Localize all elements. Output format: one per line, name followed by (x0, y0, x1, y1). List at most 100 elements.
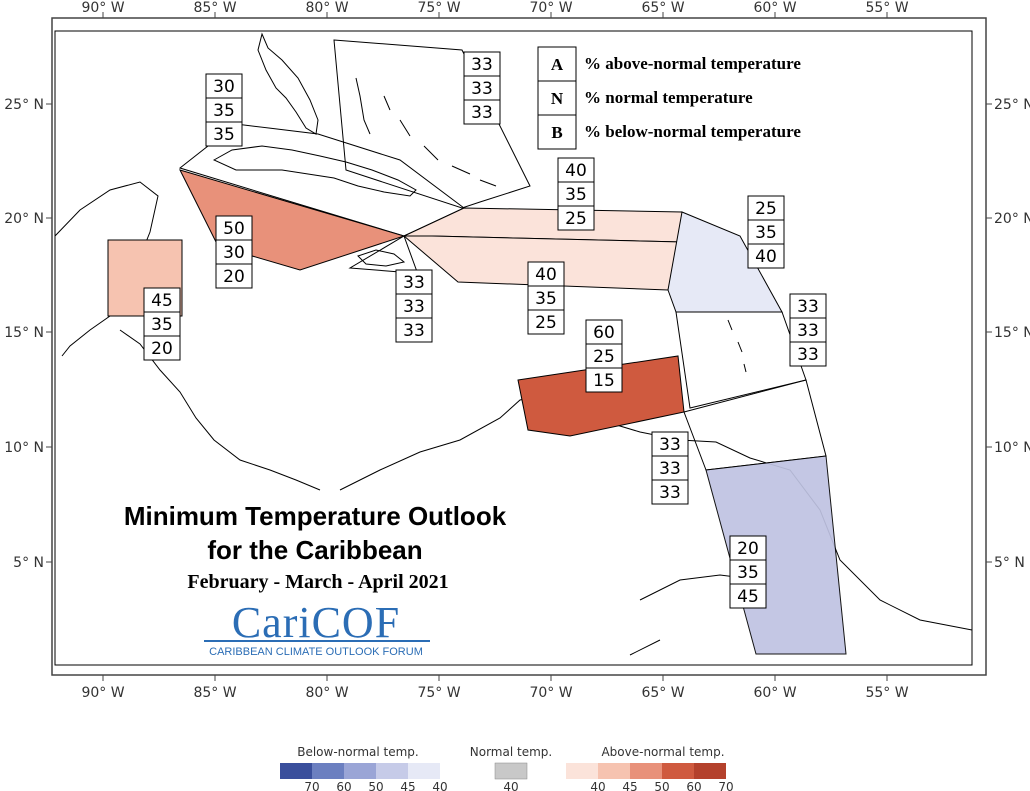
prob-box-stack: 40 35 25 (527, 261, 565, 335)
x-label-60w: 60° W (753, 0, 796, 16)
prob-cell (205, 121, 243, 147)
map-inner-frame (54, 30, 973, 666)
prob-value: 33 (403, 321, 425, 341)
title-block: Minimum Temperature Outlook for the Cari… (124, 501, 507, 593)
prob-box-stack: 45 35 20 (143, 287, 181, 361)
x-label-75w-bottom: 75° W (417, 685, 460, 701)
prob-cell (463, 75, 501, 101)
scale-below-label: Below-normal temp. (297, 745, 419, 759)
x-label-60w-bottom: 60° W (753, 685, 796, 701)
prob-value: 33 (659, 435, 681, 455)
x-label-75w: 75° W (417, 0, 460, 16)
key-letter-b: B (551, 123, 562, 142)
prob-value: 35 (535, 289, 557, 309)
title-background (56, 492, 526, 664)
prob-value: 60 (593, 323, 615, 343)
prob-box-stack: 30 35 35 (205, 73, 243, 147)
scale-swatch (280, 763, 312, 779)
prob-value: 15 (593, 371, 615, 391)
prob-value: 30 (223, 243, 245, 263)
prob-value: 33 (797, 321, 819, 341)
cuba-coast (212, 145, 417, 197)
key-box-n (537, 80, 577, 116)
prob-cell (585, 367, 623, 393)
axis-ticks (46, 12, 992, 681)
y-label-25n: 25° N (4, 97, 44, 113)
region-guianas (705, 455, 847, 655)
title-period: February - March - April 2021 (187, 571, 448, 593)
prob-box-stack: 33 33 33 (651, 431, 689, 505)
prob-box-stack: 33 33 33 (463, 51, 501, 125)
y-label-15n: 15° N (4, 325, 44, 341)
prob-value: 40 (535, 265, 557, 285)
prob-cell (729, 559, 767, 585)
prob-value: 25 (755, 199, 777, 219)
y-label-10n: 10° N (4, 440, 44, 456)
prob-value: 33 (797, 297, 819, 317)
logo-wordmark: CariCOF (232, 598, 400, 647)
prob-box-stack: 20 35 45 (729, 535, 767, 609)
prob-cell (729, 583, 767, 609)
x-label-90w-bottom: 90° W (81, 685, 124, 701)
scale-tick: 45 (400, 780, 415, 791)
scale-swatch (566, 763, 598, 779)
prob-value: 45 (737, 587, 759, 607)
prob-cell (395, 317, 433, 343)
prob-value: 20 (737, 539, 759, 559)
prob-cell (395, 293, 433, 319)
y-label-5n-right: 5° N (994, 555, 1025, 571)
prob-cell (585, 319, 623, 345)
region-windward (675, 311, 807, 409)
key-text-n: % normal temperature (584, 88, 753, 107)
x-label-70w: 70° W (529, 0, 572, 16)
prob-box-stack: 25 35 40 (747, 195, 785, 269)
x-label-90w: 90° W (81, 0, 124, 16)
south-america-coast (339, 395, 973, 631)
prob-box-stack: 60 25 15 (585, 319, 623, 393)
prob-value: 20 (223, 267, 245, 287)
x-axis-labels-top: 90° W 85° W 80° W 75° W 70° W 65° W 60° … (81, 0, 908, 16)
prob-cell (215, 263, 253, 289)
prob-value: 35 (151, 315, 173, 335)
key-letter-n: N (551, 89, 564, 108)
scale-swatch (376, 763, 408, 779)
scale-swatch (694, 763, 726, 779)
y-label-5n: 5° N (13, 555, 44, 571)
key-letter-a: A (551, 55, 564, 74)
scale-swatch (630, 763, 662, 779)
prob-cell (143, 311, 181, 337)
prob-cell (651, 479, 689, 505)
prob-value: 33 (471, 103, 493, 123)
bahamas-coast (355, 77, 497, 187)
prob-box-stack: 40 35 25 (557, 157, 595, 231)
x-axis-labels-bottom: 90° W 85° W 80° W 75° W 70° W 65° W 60° … (81, 685, 908, 701)
prob-value: 45 (151, 291, 173, 311)
prob-value: 33 (403, 273, 425, 293)
prob-cell (747, 243, 785, 269)
prob-value: 20 (151, 339, 173, 359)
probability-boxes: 33 33 33 30 35 35 50 30 20 45 35 20 33 33 33 40 35 25 40 35… (143, 51, 827, 609)
prob-value: 25 (565, 209, 587, 229)
prob-cell (747, 195, 785, 221)
scale-above-swatches: 40 45 50 60 70 (566, 763, 734, 791)
prob-cell (557, 157, 595, 183)
scale-swatch (344, 763, 376, 779)
region-cayman (179, 169, 406, 271)
key: A N B % above-normal temperature % norma… (537, 46, 801, 150)
prob-value: 33 (471, 79, 493, 99)
prob-cell (789, 341, 827, 367)
scale-normal-swatch (494, 762, 528, 780)
x-label-55w-bottom: 55° W (865, 685, 908, 701)
y-label-20n: 20° N (4, 211, 44, 227)
prob-cell (789, 317, 827, 343)
prob-cell (143, 335, 181, 361)
scale-normal-label: Normal temp. (470, 745, 552, 759)
scale-swatch (408, 763, 440, 779)
prob-cell (463, 51, 501, 77)
key-text-a: % above-normal temperature (584, 54, 801, 73)
title-line-1: Minimum Temperature Outlook (124, 501, 507, 531)
florida-coast (257, 32, 319, 135)
y-label-20n-right: 20° N (994, 211, 1030, 227)
prob-box-stack: 50 30 20 (215, 215, 253, 289)
